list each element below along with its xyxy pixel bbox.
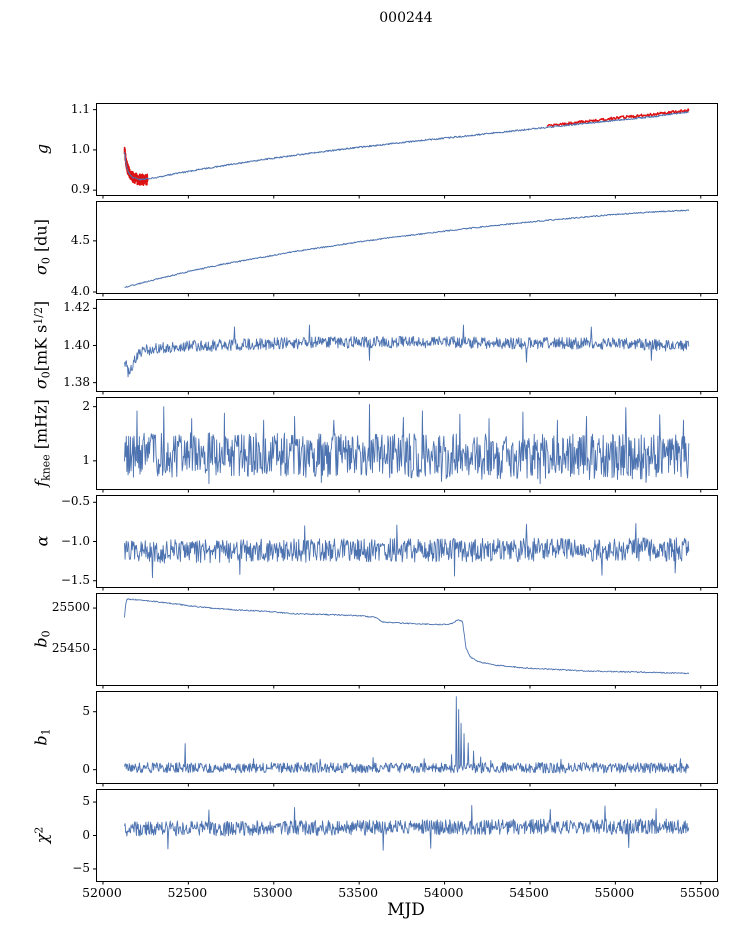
y-axis-label-segment: 1/2 xyxy=(31,306,45,325)
y-tick-label: 1 xyxy=(82,452,90,467)
y-tick-label: 0 xyxy=(82,827,90,842)
x-tick-label: 55000 xyxy=(594,885,635,900)
y-tick-label: 0.9 xyxy=(70,182,90,197)
y-tick-label: 1.40 xyxy=(63,337,90,352)
y-tick-label: 25500 xyxy=(51,600,90,615)
subplot-fknee xyxy=(93,397,718,493)
y-tick-label: 5 xyxy=(82,794,90,809)
subplot-sigma0-du xyxy=(93,201,718,297)
x-tick-label: 54000 xyxy=(423,885,464,900)
plot-area-fknee xyxy=(93,404,702,493)
subplot-b1 xyxy=(93,691,718,787)
plot-area-sigma0-du xyxy=(93,209,702,297)
series-sigma0-mks xyxy=(124,324,690,378)
y-axis-label-segment: α xyxy=(32,535,52,546)
plot-area-b1 xyxy=(93,696,702,787)
y-axis-label-segment: 2 xyxy=(32,826,46,834)
x-axis-label: MJD xyxy=(387,900,425,920)
y-tick-label: 4.5 xyxy=(70,232,90,247)
subplot-b0 xyxy=(93,593,718,689)
series-fknee xyxy=(124,404,690,485)
y-tick-label: 25450 xyxy=(51,641,90,656)
series-g-red-start xyxy=(123,146,149,187)
y-axis-label-segment: σ xyxy=(31,377,51,389)
subplot-chi2 xyxy=(93,789,718,885)
y-axis-label-segment: χ xyxy=(32,833,52,843)
subplot-alpha xyxy=(93,495,718,591)
x-tick-label: 52500 xyxy=(167,885,208,900)
y-tick-label: 1.0 xyxy=(70,141,90,156)
y-tick-label: −1.0 xyxy=(60,533,90,548)
y-tick-label: −1.5 xyxy=(60,572,90,587)
subplot-sigma0-mks xyxy=(93,299,718,395)
series-b0 xyxy=(124,598,690,675)
plot-area-b0 xyxy=(93,598,702,689)
y-axis-label-segment: [mK s xyxy=(31,324,51,371)
series-alpha xyxy=(124,523,690,579)
x-tick-label: 52000 xyxy=(82,885,122,900)
x-tick-label: 53500 xyxy=(338,885,379,900)
y-tick-label: −0.5 xyxy=(60,494,90,509)
series-sigma0-du xyxy=(124,209,690,288)
x-tick-label: 53000 xyxy=(252,885,293,900)
y-axis-label-segment: 0 xyxy=(39,370,53,378)
y-axis-label-segment: b xyxy=(31,734,51,746)
y-tick-label: 1.42 xyxy=(63,300,90,315)
series-chi2 xyxy=(124,804,690,851)
plot-area-chi2 xyxy=(93,801,702,885)
y-axis-label-segment: knee xyxy=(39,453,53,481)
y-axis-label-segment: 1 xyxy=(39,727,53,735)
y-axis-label-segment: σ xyxy=(31,263,51,275)
plot-area-sigma0-mks xyxy=(93,307,702,395)
series-g-red-end xyxy=(546,108,690,128)
series-b1 xyxy=(124,696,690,774)
y-axis-label-segment: f xyxy=(31,480,51,487)
y-tick-label: 1.1 xyxy=(70,101,90,116)
subplot-g xyxy=(93,103,718,199)
y-tick-label: 0 xyxy=(82,761,90,776)
y-axis-label-segment: 0 xyxy=(39,629,53,637)
figure-title: 000244 xyxy=(379,10,433,26)
y-tick-label: −5 xyxy=(72,860,90,875)
y-axis-label-segment: 0 xyxy=(39,256,53,264)
plot-area-g xyxy=(93,108,702,199)
x-tick-label: 54500 xyxy=(509,885,549,900)
plot-area-alpha xyxy=(93,501,702,591)
series-g-gain xyxy=(124,111,690,181)
x-tick-label: 55500 xyxy=(679,885,720,900)
y-tick-label: 5 xyxy=(82,703,90,718)
y-axis-label-segment: g xyxy=(32,143,52,154)
y-axis-label-segment: b xyxy=(31,636,51,648)
y-axis-label-segment: [du] xyxy=(31,218,51,257)
y-axis-label-segment: ] xyxy=(31,300,51,307)
y-tick-label: 4.0 xyxy=(70,283,90,298)
y-axis-label-segment: [mHz] xyxy=(31,398,51,454)
y-tick-label: 2 xyxy=(82,398,90,413)
y-tick-label: 1.38 xyxy=(63,374,90,389)
